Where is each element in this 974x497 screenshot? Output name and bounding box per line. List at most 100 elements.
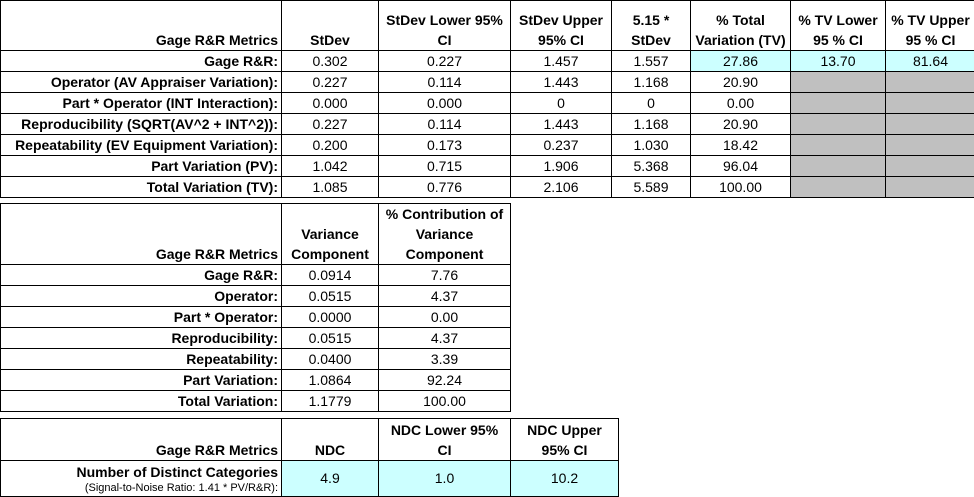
table1-header-515-stdev: 5.15 *StDev xyxy=(612,1,691,51)
table1-cell xyxy=(791,93,886,114)
table1-cell: 0 xyxy=(511,93,612,114)
table1-row-label: Gage R&R: xyxy=(1,51,282,72)
table2-row-label: Operator: xyxy=(1,286,282,307)
table1-cell: 0 xyxy=(612,93,691,114)
table1-cell xyxy=(886,93,974,114)
table2-cell: 4.37 xyxy=(379,286,511,307)
table1-row-label: Repeatability (EV Equipment Variation): xyxy=(1,135,282,156)
table1-row-label: Part * Operator (INT Interaction): xyxy=(1,93,282,114)
table1-cell xyxy=(791,156,886,177)
table1-cell: 5.589 xyxy=(612,177,691,198)
table1-cell: 0.173 xyxy=(379,135,511,156)
table1-cell: 0.227 xyxy=(379,51,511,72)
table1-header-stdev: StDev xyxy=(282,1,379,51)
table1-cell: 0.114 xyxy=(379,114,511,135)
table1-cell: 13.70 xyxy=(791,51,886,72)
table1-cell xyxy=(886,114,974,135)
table1-cell: 0.227 xyxy=(282,72,379,93)
table1-cell: 81.64 xyxy=(886,51,974,72)
table2-cell: 92.24 xyxy=(379,370,511,391)
table1-header-metrics: Gage R&R Metrics xyxy=(1,1,282,51)
table1-cell: 5.368 xyxy=(612,156,691,177)
table2-cell: 7.76 xyxy=(379,265,511,286)
table1-cell: 0.000 xyxy=(282,93,379,114)
table3-ndc-upper-value: 10.2 xyxy=(511,461,619,497)
table1-row-label: Total Variation (TV): xyxy=(1,177,282,198)
table1-cell: 96.04 xyxy=(691,156,791,177)
table1-cell xyxy=(886,135,974,156)
table1-cell: 0.000 xyxy=(379,93,511,114)
table1-cell: 0.237 xyxy=(511,135,612,156)
table1-cell xyxy=(886,177,974,198)
table1-header-stdev-lower: StDev Lower 95%CI xyxy=(379,1,511,51)
table1-cell: 0.776 xyxy=(379,177,511,198)
table2-cell: 0.0400 xyxy=(282,349,379,370)
table1-cell: 0.114 xyxy=(379,72,511,93)
table2-row-label: Gage R&R: xyxy=(1,265,282,286)
table1-row: Repeatability (EV Equipment Variation): 0… xyxy=(1,135,974,156)
table2-header-metrics: Gage R&R Metrics xyxy=(1,204,282,265)
table3-header-ndc: NDC xyxy=(282,419,379,461)
table3-header-metrics: Gage R&R Metrics xyxy=(1,419,282,461)
table1-cell: 0.302 xyxy=(282,51,379,72)
table1-cell: 20.90 xyxy=(691,72,791,93)
table1-cell xyxy=(791,114,886,135)
table2-row-label: Repeatability: xyxy=(1,349,282,370)
table3-ndc-value: 4.9 xyxy=(282,461,379,497)
table1-cell xyxy=(791,72,886,93)
table2-row-label: Part * Operator: xyxy=(1,307,282,328)
table1-cell xyxy=(791,177,886,198)
ndc-table: Gage R&R Metrics NDC NDC Lower 95%CI NDC… xyxy=(0,418,619,497)
table2-cell: 0.0914 xyxy=(282,265,379,286)
table1-cell: 1.042 xyxy=(282,156,379,177)
table3-header-ndc-lower: NDC Lower 95%CI xyxy=(379,419,511,461)
table1-header-row: Gage R&R Metrics StDev StDev Lower 95%CI… xyxy=(1,1,974,51)
table2-cell: 4.37 xyxy=(379,328,511,349)
table1-cell: 0.227 xyxy=(282,114,379,135)
table1-cell: 1.030 xyxy=(612,135,691,156)
table2-cell: 1.1779 xyxy=(282,391,379,412)
table2-row-label: Reproducibility: xyxy=(1,328,282,349)
table1-cell: 1.085 xyxy=(282,177,379,198)
table2-cell: 0.0000 xyxy=(282,307,379,328)
table1-cell: 1.443 xyxy=(511,114,612,135)
table2-row-label: Part Variation: xyxy=(1,370,282,391)
table1-cell xyxy=(791,135,886,156)
table2-cell: 0.0515 xyxy=(282,328,379,349)
table2-cell: 0.0515 xyxy=(282,286,379,307)
table1-cell: 0.00 xyxy=(691,93,791,114)
table1-cell: 1.457 xyxy=(511,51,612,72)
table1-cell: 1.906 xyxy=(511,156,612,177)
gage-rr-stdev-table: Gage R&R Metrics StDev StDev Lower 95%CI… xyxy=(0,0,974,198)
table1-cell: 1.557 xyxy=(612,51,691,72)
table1-cell: 1.443 xyxy=(511,72,612,93)
table2-cell: 1.0864 xyxy=(282,370,379,391)
table1-cell xyxy=(886,156,974,177)
table1-cell: 0.715 xyxy=(379,156,511,177)
table1-cell: 18.42 xyxy=(691,135,791,156)
table2-cell: 100.00 xyxy=(379,391,511,412)
table2-row-label: Total Variation: xyxy=(1,391,282,412)
table2-cell: 3.39 xyxy=(379,349,511,370)
table1-cell: 2.106 xyxy=(511,177,612,198)
table1-cell: 20.90 xyxy=(691,114,791,135)
table3-ndc-lower-value: 1.0 xyxy=(379,461,511,497)
table1-row-label: Part Variation (PV): xyxy=(1,156,282,177)
table1-row: Reproducibility (SQRT(AV^2 + INT^2)):0.2… xyxy=(1,114,974,135)
